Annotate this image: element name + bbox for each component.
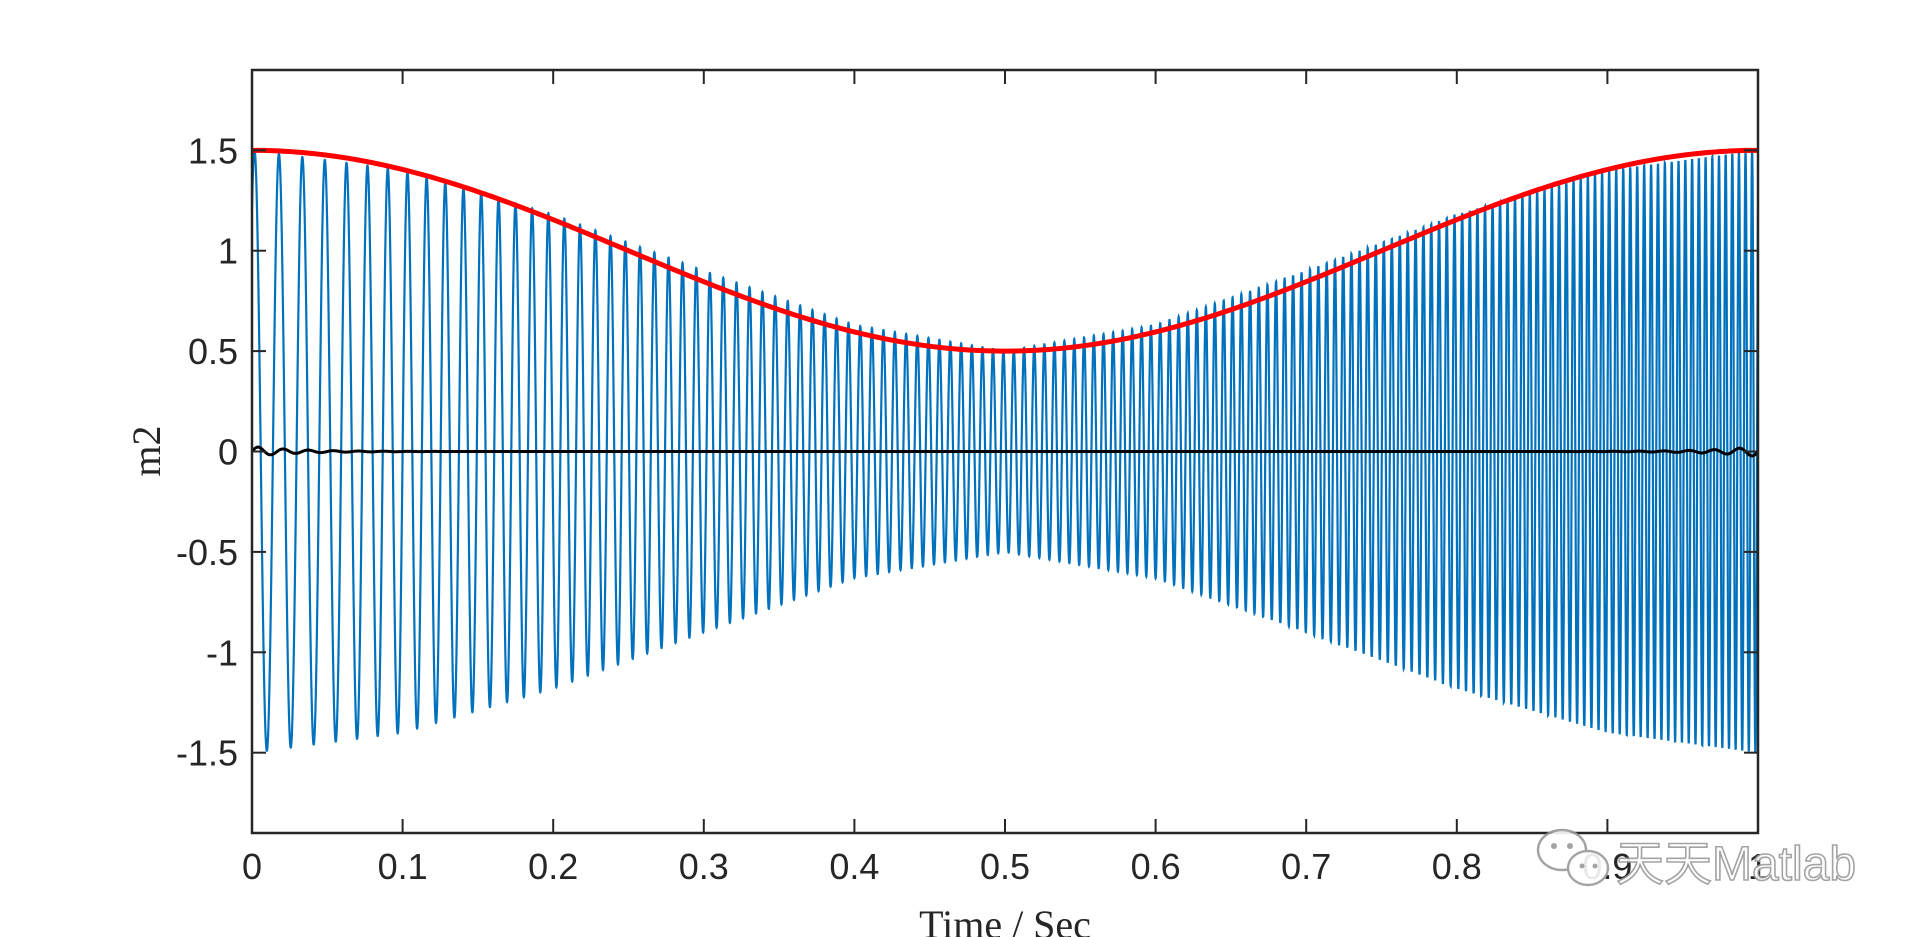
y-tick-label: 1 xyxy=(218,231,238,272)
y-tick-label: -1.5 xyxy=(176,733,238,774)
plot-area: 00.10.20.30.40.50.60.70.80.91-1.5-1-0.50… xyxy=(176,68,1768,887)
y-axis-title: m2 xyxy=(124,425,169,476)
y-tick-label: 0 xyxy=(218,432,238,473)
series-signal-line xyxy=(252,148,1758,753)
watermark: 天天Matlab xyxy=(1536,828,1857,892)
y-tick-label: 1.5 xyxy=(188,130,238,171)
wechat-icon xyxy=(1536,828,1610,887)
tick-labels-layer: 00.10.20.30.40.50.60.70.80.91-1.5-1-0.50… xyxy=(176,130,1768,887)
y-tick-label: -0.5 xyxy=(176,532,238,573)
x-axis-title: Time / Sec xyxy=(919,902,1091,937)
series-envelope-line xyxy=(252,147,1758,354)
watermark-text: 天天Matlab xyxy=(1616,838,1856,891)
x-tick-label: 0.5 xyxy=(980,846,1030,887)
x-tick-label: 0.7 xyxy=(1281,846,1331,887)
y-tick-label: -1 xyxy=(206,632,238,673)
x-tick-label: 0.1 xyxy=(378,846,428,887)
series-residual-line xyxy=(252,445,1758,458)
x-tick-label: 0.2 xyxy=(528,846,578,887)
x-tick-label: 0.6 xyxy=(1131,846,1181,887)
y-tick-label: 0.5 xyxy=(188,331,238,372)
x-tick-label: 0.4 xyxy=(829,846,879,887)
x-tick-label: 0.8 xyxy=(1432,846,1482,887)
x-tick-label: 0.3 xyxy=(679,846,729,887)
series-layer xyxy=(252,147,1758,753)
x-tick-label: 0 xyxy=(242,846,262,887)
x-tick-label: 1 xyxy=(1748,846,1768,887)
ticks-layer xyxy=(251,70,1759,833)
